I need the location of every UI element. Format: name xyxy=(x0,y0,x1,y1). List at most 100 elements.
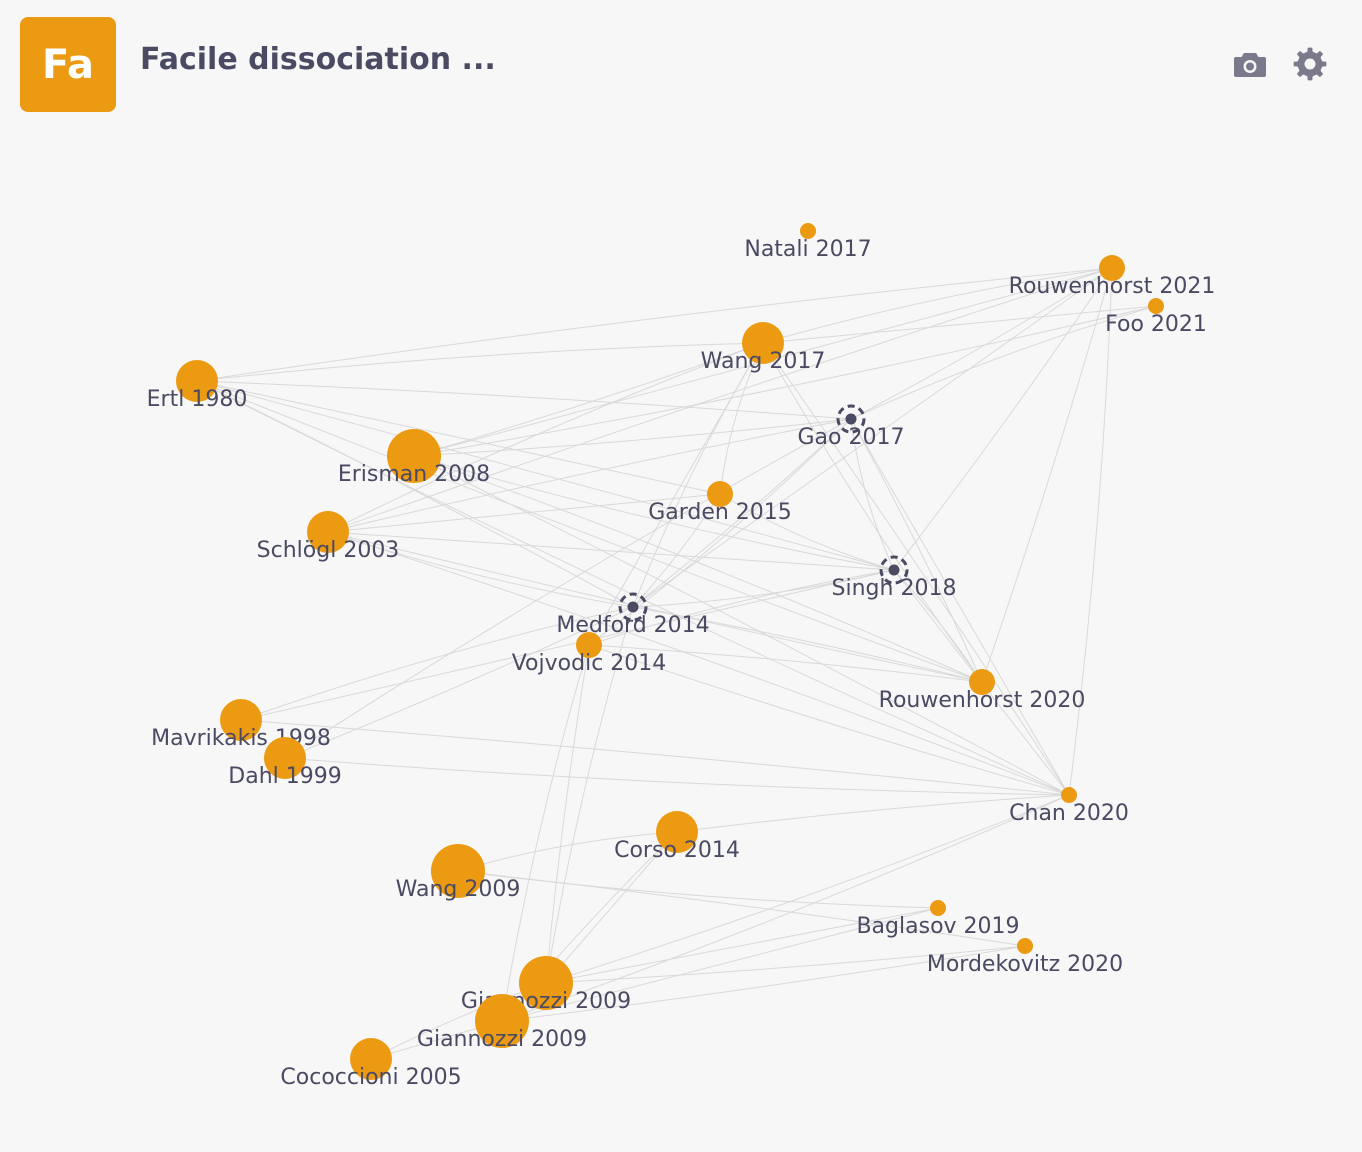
graph-edge xyxy=(545,907,939,984)
graph-edge xyxy=(632,342,764,608)
node-circle xyxy=(220,699,262,741)
graph-node-giannozzi2009b[interactable]: Giannozzi 2009 xyxy=(417,994,587,1052)
graph-badge: Fa xyxy=(20,17,116,112)
graph-node-ertl1980[interactable]: Ertl 1980 xyxy=(147,360,248,412)
graph-edge xyxy=(413,305,1157,457)
graph-edge xyxy=(1068,267,1113,796)
graph-edge xyxy=(588,644,983,683)
graph-edge xyxy=(719,493,895,571)
graph-node-wang2009[interactable]: Wang 2009 xyxy=(396,844,521,902)
graph-node-rouwenhorst2020[interactable]: Rouwenhorst 2020 xyxy=(879,669,1086,713)
node-label: Rouwenhorst 2021 xyxy=(1009,274,1216,299)
graph-edge xyxy=(850,418,1070,796)
graph-edge xyxy=(545,945,1026,984)
node-label: Schlögl 2003 xyxy=(257,538,400,563)
node-label: Mavrikakis 1998 xyxy=(151,726,331,751)
node-label: Rouwenhorst 2020 xyxy=(879,688,1086,713)
node-label: Vojvodic 2014 xyxy=(512,651,667,676)
node-label: Ertl 1980 xyxy=(147,387,248,412)
graph-edge xyxy=(284,757,1070,796)
graph-node-cococcioni2005[interactable]: Cococcioni 2005 xyxy=(280,1038,462,1090)
graph-edge xyxy=(196,380,721,495)
node-label: Gao 2017 xyxy=(798,425,905,450)
graph-edge xyxy=(284,606,634,759)
node-circle xyxy=(576,632,602,658)
graph-node-foo2021[interactable]: Foo 2021 xyxy=(1105,298,1207,337)
graph-node-gao2017[interactable]: Gao 2017 xyxy=(798,404,905,450)
graph-edge xyxy=(196,342,764,382)
node-label: Medford 2014 xyxy=(556,613,709,638)
graph-edge xyxy=(632,493,721,608)
node-circle xyxy=(742,322,784,364)
node-circle xyxy=(1061,787,1077,803)
graph-title[interactable]: Facile dissociation ... xyxy=(140,42,496,77)
graph-node-erisman2008[interactable]: Erisman 2008 xyxy=(338,429,490,487)
selected-node-dot xyxy=(627,601,639,613)
graph-edge xyxy=(501,945,1026,1022)
graph-edge xyxy=(501,644,590,1022)
graph-edge xyxy=(327,531,983,683)
header: Fa Facile dissociation ... xyxy=(0,0,1362,130)
graph-node-mordekovitz2020[interactable]: Mordekovitz 2020 xyxy=(927,938,1123,977)
graph-edge xyxy=(413,418,852,457)
node-circle xyxy=(307,511,349,553)
node-label: Wang 2017 xyxy=(701,349,826,374)
graph-node-schlogl2003[interactable]: Schlögl 2003 xyxy=(257,511,400,563)
node-circle xyxy=(930,900,946,916)
graph-edge xyxy=(981,267,1113,683)
graph-edge xyxy=(588,342,764,646)
node-circle xyxy=(1099,255,1125,281)
graph-node-singh2018[interactable]: Singh 2018 xyxy=(832,555,957,601)
selected-node-dot xyxy=(845,413,857,425)
graph-edge xyxy=(327,531,895,571)
graph-node-rouwenhorst2021[interactable]: Rouwenhorst 2021 xyxy=(1009,255,1216,299)
graph-edge xyxy=(413,455,895,571)
node-circle xyxy=(350,1038,392,1080)
graph-node-chan2020[interactable]: Chan 2020 xyxy=(1009,787,1129,826)
graph-edge xyxy=(850,305,1157,420)
graph-edge xyxy=(676,794,1070,833)
graph-edge xyxy=(850,418,895,571)
graph-node-garden2015[interactable]: Garden 2015 xyxy=(648,481,792,525)
graph-node-natali2017[interactable]: Natali 2017 xyxy=(744,223,872,262)
node-circle xyxy=(707,481,733,507)
node-label: Natali 2017 xyxy=(744,237,871,262)
graph-edge xyxy=(762,267,1113,344)
node-label: Dahl 1999 xyxy=(228,764,341,789)
node-circle xyxy=(431,844,485,898)
graph-edge xyxy=(632,267,1113,608)
graph-node-medford2014[interactable]: Medford 2014 xyxy=(556,592,710,638)
graph-edge xyxy=(632,418,852,608)
node-circle xyxy=(475,994,529,1048)
graph-edge xyxy=(240,569,895,721)
node-circle xyxy=(656,811,698,853)
graph-edge xyxy=(196,267,1113,382)
camera-icon[interactable] xyxy=(1230,44,1270,84)
node-circle xyxy=(800,223,816,239)
node-circle xyxy=(519,956,573,1010)
graph-edge xyxy=(284,418,852,759)
graph-edge xyxy=(457,870,1026,947)
graph-edge xyxy=(196,380,852,420)
graph-edge xyxy=(196,380,634,608)
graph-edge xyxy=(632,606,983,683)
node-label: Erisman 2008 xyxy=(338,462,490,487)
node-label: Foo 2021 xyxy=(1105,312,1207,337)
node-label: Garden 2015 xyxy=(648,500,792,525)
graph-edge xyxy=(327,342,764,533)
graph-nodes[interactable]: Natali 2017 Rouwenhorst 2021 Foo 2021 Wang … xyxy=(147,223,1216,1090)
graph-node-wang2017[interactable]: Wang 2017 xyxy=(701,322,826,374)
graph-edge xyxy=(762,342,1070,796)
graph-node-baglasov2019[interactable]: Baglasov 2019 xyxy=(856,900,1020,939)
graph-edge xyxy=(327,531,1070,796)
graph-edge xyxy=(413,455,983,683)
graph-node-corso2014[interactable]: Corso 2014 xyxy=(614,811,740,863)
node-label: Mordekovitz 2020 xyxy=(927,952,1123,977)
graph-edges xyxy=(196,267,1157,1060)
graph-node-vojvodic2014[interactable]: Vojvodic 2014 xyxy=(512,632,667,676)
selected-node-dot xyxy=(888,564,900,576)
node-label: Cococcioni 2005 xyxy=(280,1065,461,1090)
graph-node-dahl1999[interactable]: Dahl 1999 xyxy=(228,737,342,789)
gear-icon[interactable] xyxy=(1290,44,1330,84)
